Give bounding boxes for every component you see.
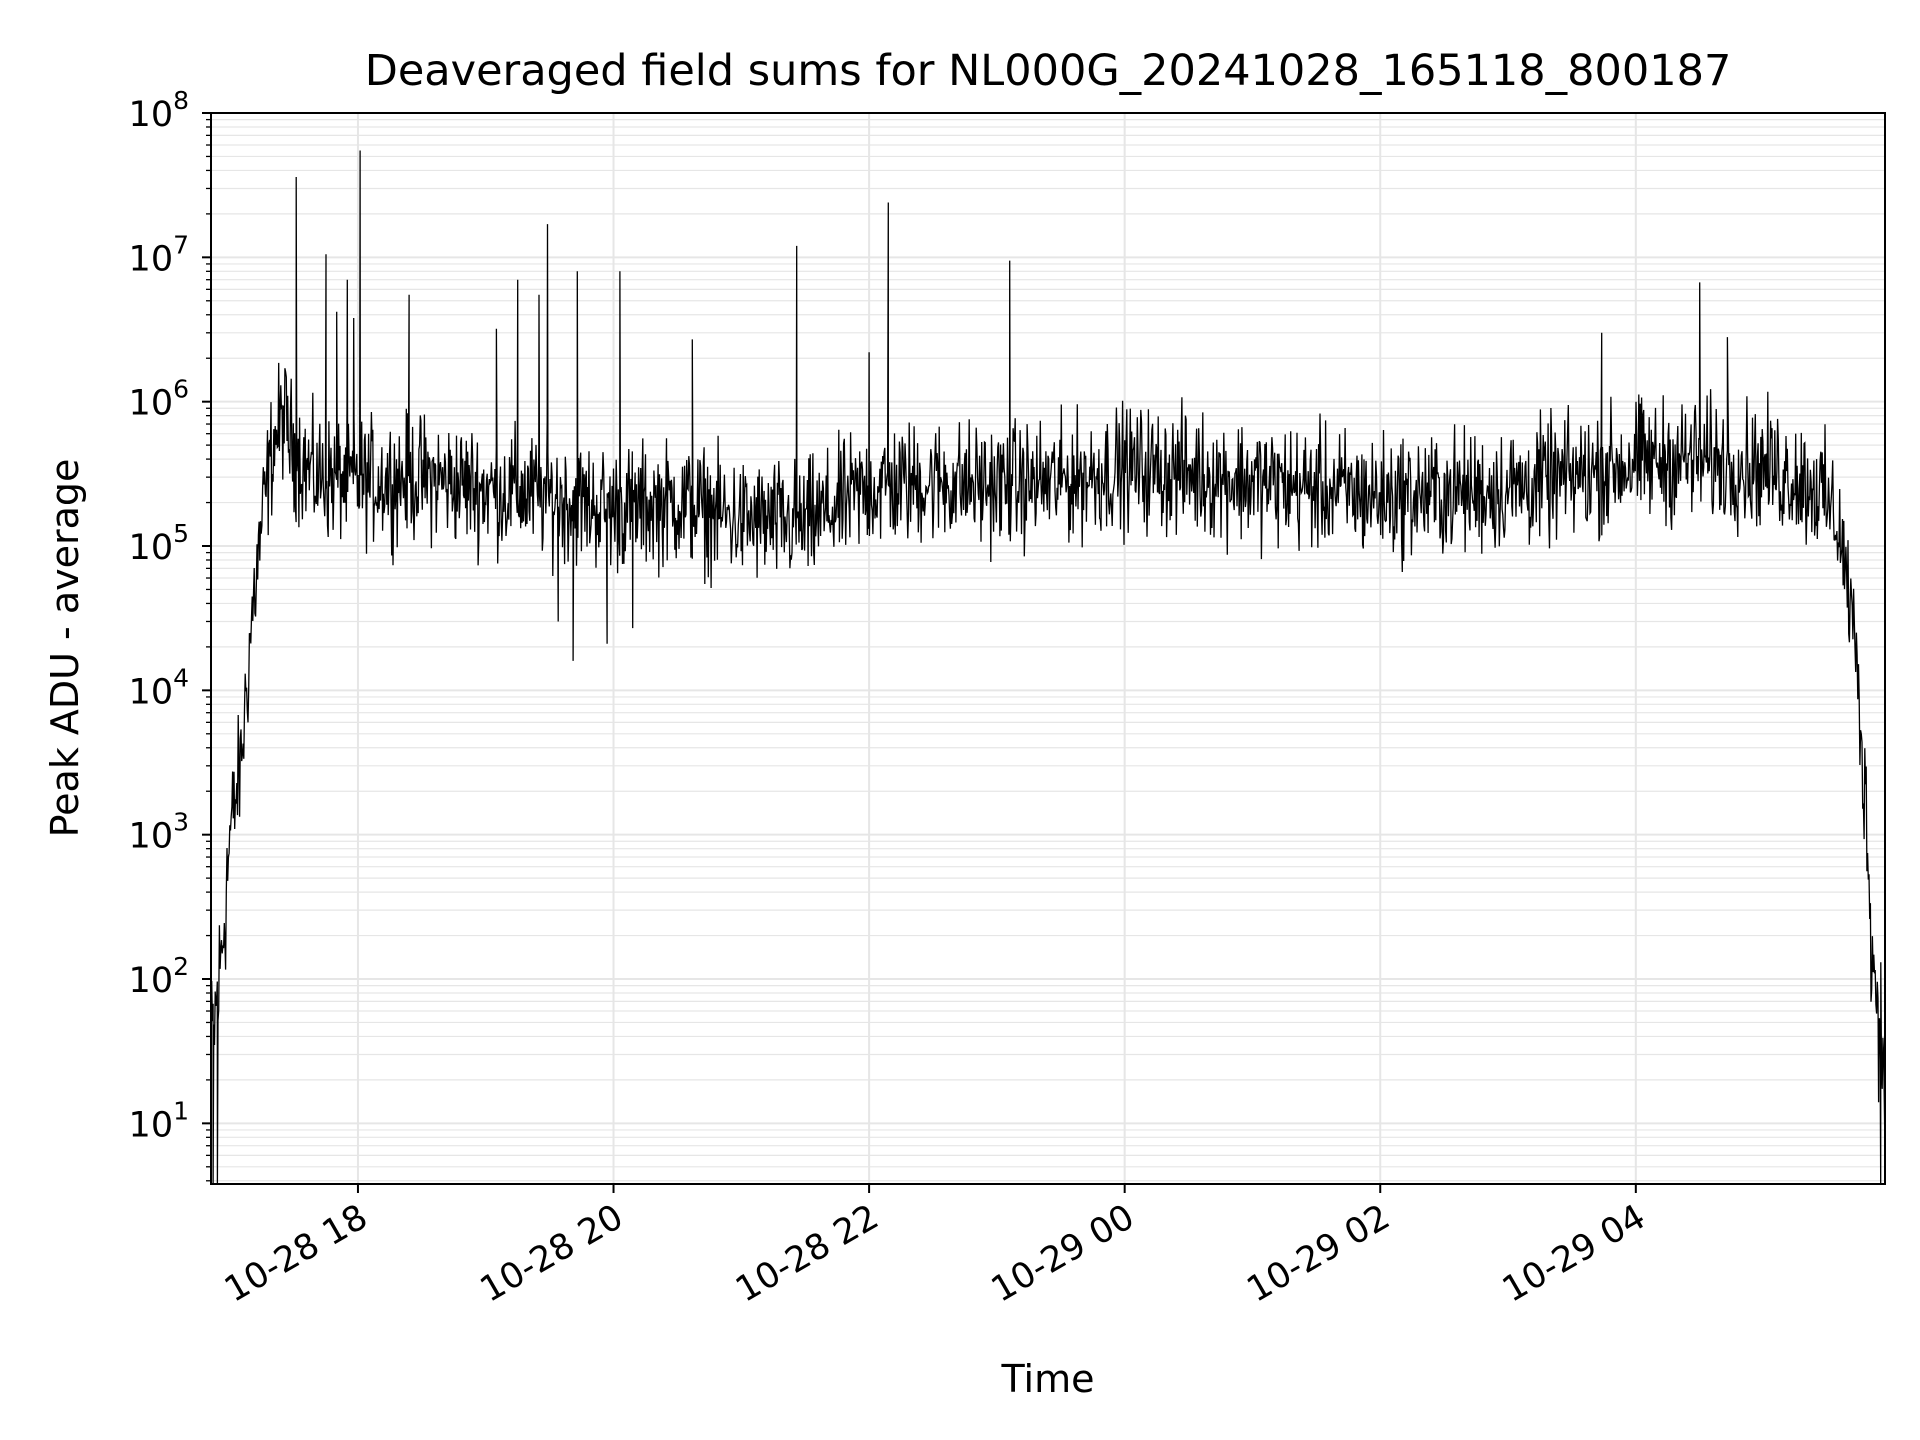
y-tick-label: 107	[129, 230, 189, 279]
y-tick-label: 108	[129, 86, 189, 135]
y-tick-label: 103	[129, 808, 189, 857]
y-tick-label: 106	[129, 375, 189, 424]
y-tick-label: 105	[129, 519, 189, 568]
y-axis-label: Peak ADU - average	[43, 459, 87, 838]
plot-frame	[210, 112, 1886, 1185]
series-line	[211, 150, 1885, 1184]
y-tick-label: 104	[129, 663, 189, 712]
x-axis-label: Time	[1001, 1357, 1095, 1401]
data-series	[211, 150, 1885, 1184]
y-tick-label: 101	[129, 1096, 189, 1145]
grid	[211, 112, 1885, 1184]
chart-title: Deaveraged field sums for NL000G_2024102…	[365, 46, 1732, 96]
y-tick-label: 102	[129, 952, 189, 1001]
